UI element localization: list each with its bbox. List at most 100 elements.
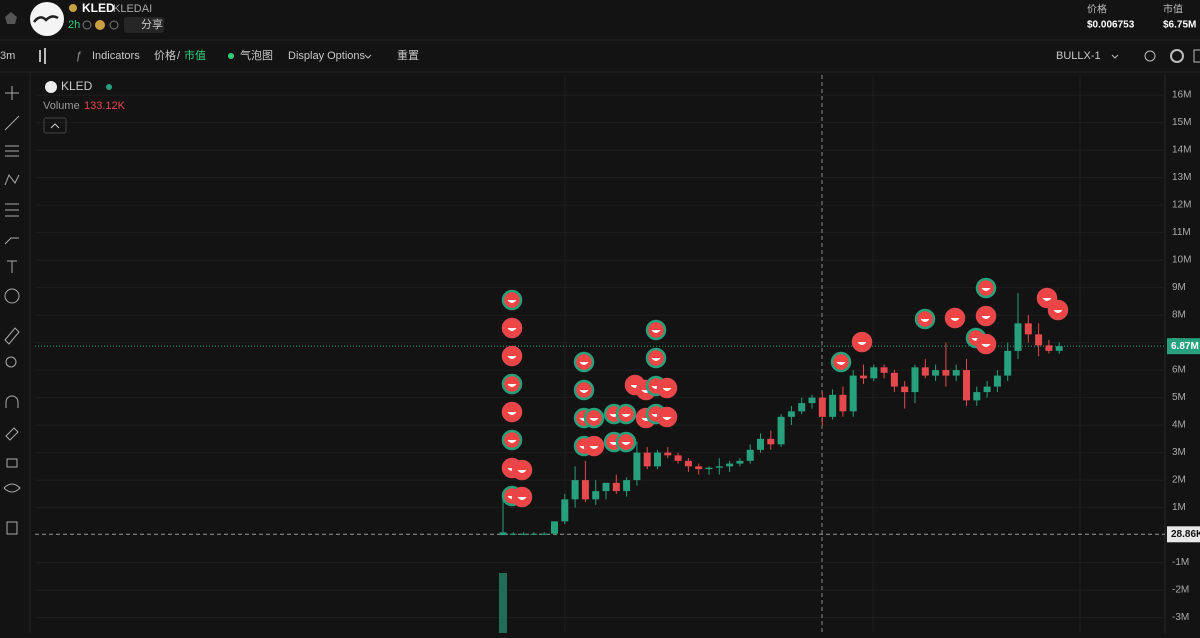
candle-body	[1024, 323, 1032, 335]
candle-body	[952, 370, 960, 376]
favorite-star[interactable]	[5, 12, 17, 24]
bubble-face	[621, 413, 631, 417]
volume-value: 133.12K	[84, 100, 126, 112]
icon	[109, 20, 119, 30]
candle-body	[602, 482, 610, 492]
candle-body	[540, 533, 548, 535]
candle-body	[973, 392, 981, 401]
bubble-face	[836, 361, 846, 365]
share-button[interactable]	[124, 17, 164, 33]
candle-body	[654, 452, 661, 467]
fx-icon: ƒ	[76, 50, 82, 62]
last-price-label: 6.87M	[1171, 341, 1199, 352]
candle-body	[736, 460, 744, 464]
y-tick-label: -3M	[1172, 612, 1189, 623]
candle-body	[509, 533, 517, 535]
chart: 16M15M14M13M12M11M10M9M8M7M6M5M4M3M2M1M-…	[35, 75, 1200, 633]
y-tick-label: 14M	[1172, 145, 1191, 156]
current-label-bg	[1167, 526, 1200, 543]
candle-body	[695, 466, 703, 470]
bubble-face	[981, 343, 991, 347]
bubble-face	[662, 416, 672, 420]
candle-body	[592, 491, 600, 500]
candle-body	[1055, 346, 1063, 351]
candle-body	[787, 411, 795, 417]
y-tick-label: 10M	[1172, 255, 1191, 266]
token-name: KLEDAI	[113, 3, 152, 15]
mcap-toggle[interactable]: 市值	[184, 48, 206, 62]
interval[interactable]: 3m	[0, 50, 15, 62]
collapse-button	[43, 117, 67, 134]
candle-body	[1045, 345, 1053, 351]
candle-body	[911, 367, 919, 393]
bubble-face	[857, 341, 867, 345]
y-tick-label: 6M	[1172, 365, 1186, 376]
candle-body	[993, 375, 1001, 387]
candle-body	[684, 460, 692, 467]
bubble-face	[507, 439, 517, 443]
candle-body	[664, 452, 672, 456]
candle-body	[777, 416, 785, 445]
bubble-face	[662, 387, 672, 391]
candle-body	[705, 467, 713, 470]
indicators[interactable]: Indicators	[92, 50, 140, 62]
candle-body	[901, 386, 909, 393]
candle-body	[1014, 323, 1022, 351]
share-label[interactable]: 分享	[141, 17, 163, 31]
reset[interactable]: 重置	[397, 48, 419, 62]
candle-body	[767, 438, 775, 445]
bubble-face	[507, 355, 517, 359]
snapshot-icon[interactable]	[1144, 50, 1156, 62]
candle-body	[633, 452, 641, 481]
candle-body	[870, 367, 878, 379]
current-label: 28.86K	[1171, 529, 1200, 540]
candle-body	[551, 521, 558, 534]
bubble-face	[651, 329, 661, 333]
candle-body	[942, 370, 950, 376]
candle-body	[921, 367, 929, 376]
age: 2h	[68, 19, 80, 31]
settings-icon[interactable]	[1170, 49, 1184, 63]
candle-body	[674, 455, 682, 461]
candle-body	[983, 386, 991, 393]
bubble-face	[579, 361, 589, 365]
bubble-face	[517, 496, 527, 500]
y-tick-label: 8M	[1172, 310, 1186, 321]
logo-mark	[33, 15, 59, 23]
candle-body	[932, 370, 940, 376]
icon	[95, 20, 105, 30]
display-options[interactable]: Display Options	[288, 50, 366, 62]
bubble-map[interactable]: 气泡图	[240, 48, 273, 62]
badge	[69, 4, 77, 12]
candle-body	[818, 397, 826, 417]
drawing-tools[interactable]	[3, 86, 21, 535]
candle-body	[571, 480, 579, 500]
price-toggle[interactable]: 价格	[154, 48, 176, 62]
bubble-face	[507, 411, 517, 415]
candle-body	[880, 367, 888, 373]
fullscreen-icon[interactable]	[1193, 49, 1200, 63]
candle-body	[581, 480, 589, 500]
candle-body	[829, 394, 837, 417]
y-tick-label: 2M	[1172, 475, 1186, 486]
y-tick-label: 5M	[1172, 392, 1186, 403]
bullx[interactable]: BULLX-1	[1056, 50, 1101, 62]
volume-label: Volume	[43, 100, 80, 112]
y-tick-label: 1M	[1172, 502, 1186, 513]
y-tick-label: -1M	[1172, 557, 1189, 568]
candle-body	[643, 452, 651, 467]
bubble-face	[920, 318, 930, 322]
bubble-icon	[228, 53, 234, 59]
bubble-face	[981, 287, 991, 291]
candle-body	[1035, 334, 1043, 346]
candle-icon[interactable]	[39, 48, 46, 64]
candle-body	[520, 533, 528, 535]
y-tick-label: 15M	[1172, 117, 1191, 128]
candle-body	[561, 499, 569, 522]
bubble-face	[1042, 297, 1052, 301]
candle-body	[839, 394, 847, 412]
y-tick-label: 4M	[1172, 420, 1186, 431]
candle-body	[798, 403, 806, 412]
status-dot	[106, 84, 112, 90]
